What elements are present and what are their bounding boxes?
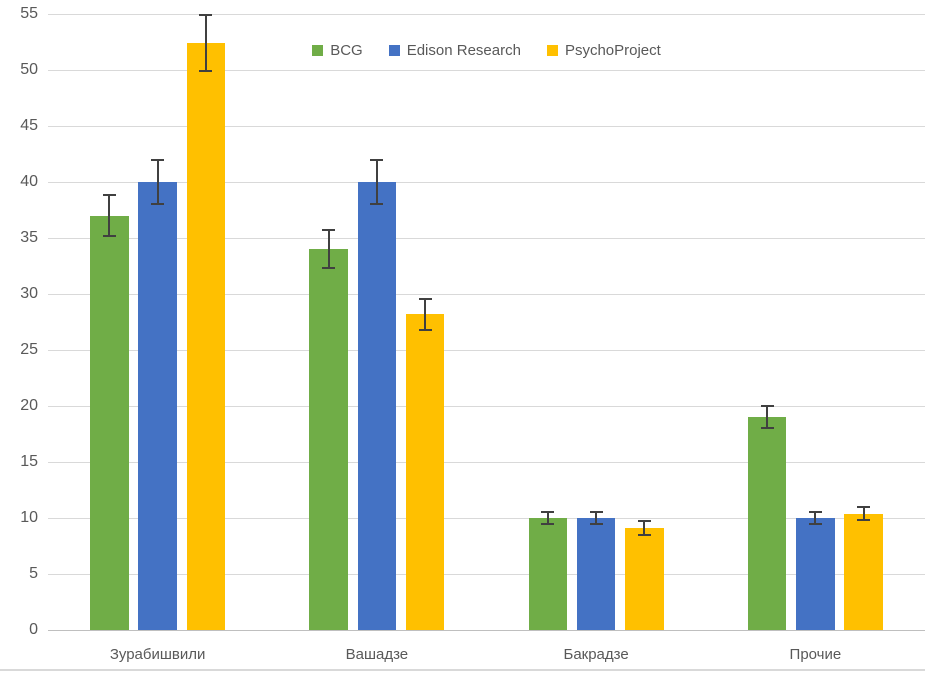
bar-edison-research bbox=[796, 518, 835, 630]
error-bar-cap-top bbox=[199, 14, 213, 17]
y-tick-label: 40 bbox=[20, 173, 38, 190]
y-tick-label: 55 bbox=[20, 5, 38, 22]
error-bar-cap-bottom bbox=[808, 522, 822, 525]
error-bar-line bbox=[595, 512, 598, 524]
legend-item-label: BCG bbox=[330, 41, 363, 59]
error-bar-line bbox=[546, 512, 549, 524]
gridline bbox=[48, 126, 925, 127]
y-tick-label: 50 bbox=[20, 61, 38, 78]
x-category-label: Вашадзе bbox=[345, 646, 409, 663]
legend-swatch-icon bbox=[546, 44, 558, 56]
bar-bcg bbox=[309, 249, 348, 630]
x-category-label: Прочие bbox=[789, 646, 842, 663]
x-category-label: Бакрадзе bbox=[563, 646, 629, 663]
error-bar-cap-bottom bbox=[102, 234, 116, 237]
y-tick-label: 20 bbox=[20, 397, 38, 414]
bar-edison-research bbox=[357, 182, 397, 630]
y-tick-label: 15 bbox=[20, 453, 38, 470]
error-bar-cap-top bbox=[808, 511, 822, 514]
bar-psychoproject bbox=[405, 314, 445, 630]
error-bar-cap-top bbox=[322, 229, 336, 232]
legend-item-edison-research: Edison Research bbox=[388, 41, 521, 59]
error-bar-cap-bottom bbox=[589, 522, 603, 525]
bottom-edge-line bbox=[0, 669, 925, 671]
error-bar-line bbox=[327, 230, 330, 269]
error-bar-cap-top bbox=[102, 194, 116, 197]
bar-psychoproject bbox=[186, 43, 226, 630]
error-bar-cap-top bbox=[370, 158, 384, 161]
x-category-label: Зурабишвили bbox=[109, 646, 206, 663]
gridline bbox=[48, 182, 925, 183]
gridline bbox=[48, 350, 925, 351]
bar-bcg bbox=[90, 215, 129, 630]
gridline bbox=[48, 238, 925, 239]
error-bar-line bbox=[643, 521, 646, 535]
error-bar-cap-top bbox=[589, 511, 603, 514]
bar-bcg bbox=[528, 518, 568, 630]
error-bar-line bbox=[108, 195, 111, 236]
error-bar-cap-bottom bbox=[151, 203, 165, 206]
error-bar-line bbox=[156, 159, 159, 205]
y-tick-label: 5 bbox=[29, 565, 38, 582]
error-bar-cap-top bbox=[637, 520, 651, 523]
y-tick-label: 45 bbox=[20, 117, 38, 134]
legend-swatch-icon bbox=[388, 44, 400, 56]
error-bar-cap-top bbox=[541, 511, 555, 514]
y-tick-label: 10 bbox=[20, 509, 38, 526]
error-bar-cap-bottom bbox=[760, 427, 774, 430]
bar-psychoproject bbox=[625, 528, 664, 630]
bar-edison-research bbox=[138, 182, 177, 630]
y-tick-label: 30 bbox=[20, 285, 38, 302]
y-tick-label: 25 bbox=[20, 341, 38, 358]
gridline bbox=[48, 70, 925, 71]
error-bar-cap-bottom bbox=[199, 70, 213, 73]
y-tick-label: 0 bbox=[29, 621, 38, 638]
error-bar-cap-bottom bbox=[418, 328, 432, 331]
error-bar-cap-top bbox=[418, 297, 432, 300]
error-bar-cap-bottom bbox=[370, 203, 384, 206]
error-bar-cap-bottom bbox=[322, 267, 336, 270]
x-axis-line bbox=[48, 630, 925, 631]
legend-item-psychoproject: PsychoProject bbox=[546, 41, 661, 59]
error-bar-line bbox=[766, 406, 769, 429]
error-bar-line bbox=[862, 506, 865, 521]
gridline bbox=[48, 294, 925, 295]
legend-item-label: PsychoProject bbox=[564, 41, 661, 59]
error-bar-line bbox=[814, 512, 817, 524]
y-tick-label: 35 bbox=[20, 229, 38, 246]
bar-psychoproject bbox=[844, 513, 883, 630]
bar-bcg bbox=[747, 417, 787, 630]
legend-swatch-icon bbox=[312, 44, 324, 56]
bar-edison-research bbox=[576, 518, 616, 630]
error-bar-line bbox=[424, 298, 427, 330]
gridline bbox=[48, 14, 925, 15]
error-bar-cap-top bbox=[151, 158, 165, 161]
error-bar-cap-top bbox=[760, 405, 774, 407]
legend-item-label: Edison Research bbox=[406, 41, 521, 59]
gridline bbox=[48, 406, 925, 407]
legend-item-bcg: BCG bbox=[312, 42, 363, 59]
error-bar-cap-bottom bbox=[857, 519, 871, 522]
error-bar-cap-bottom bbox=[637, 533, 651, 536]
gridline bbox=[48, 574, 925, 575]
error-bar-cap-bottom bbox=[541, 522, 555, 525]
error-bar-line bbox=[375, 159, 378, 205]
legend: BCG Edison Research PsychoProject bbox=[48, 40, 925, 60]
gridline bbox=[48, 518, 925, 519]
gridline bbox=[48, 462, 925, 463]
error-bar-line bbox=[204, 15, 207, 72]
error-bar-cap-top bbox=[857, 505, 871, 508]
